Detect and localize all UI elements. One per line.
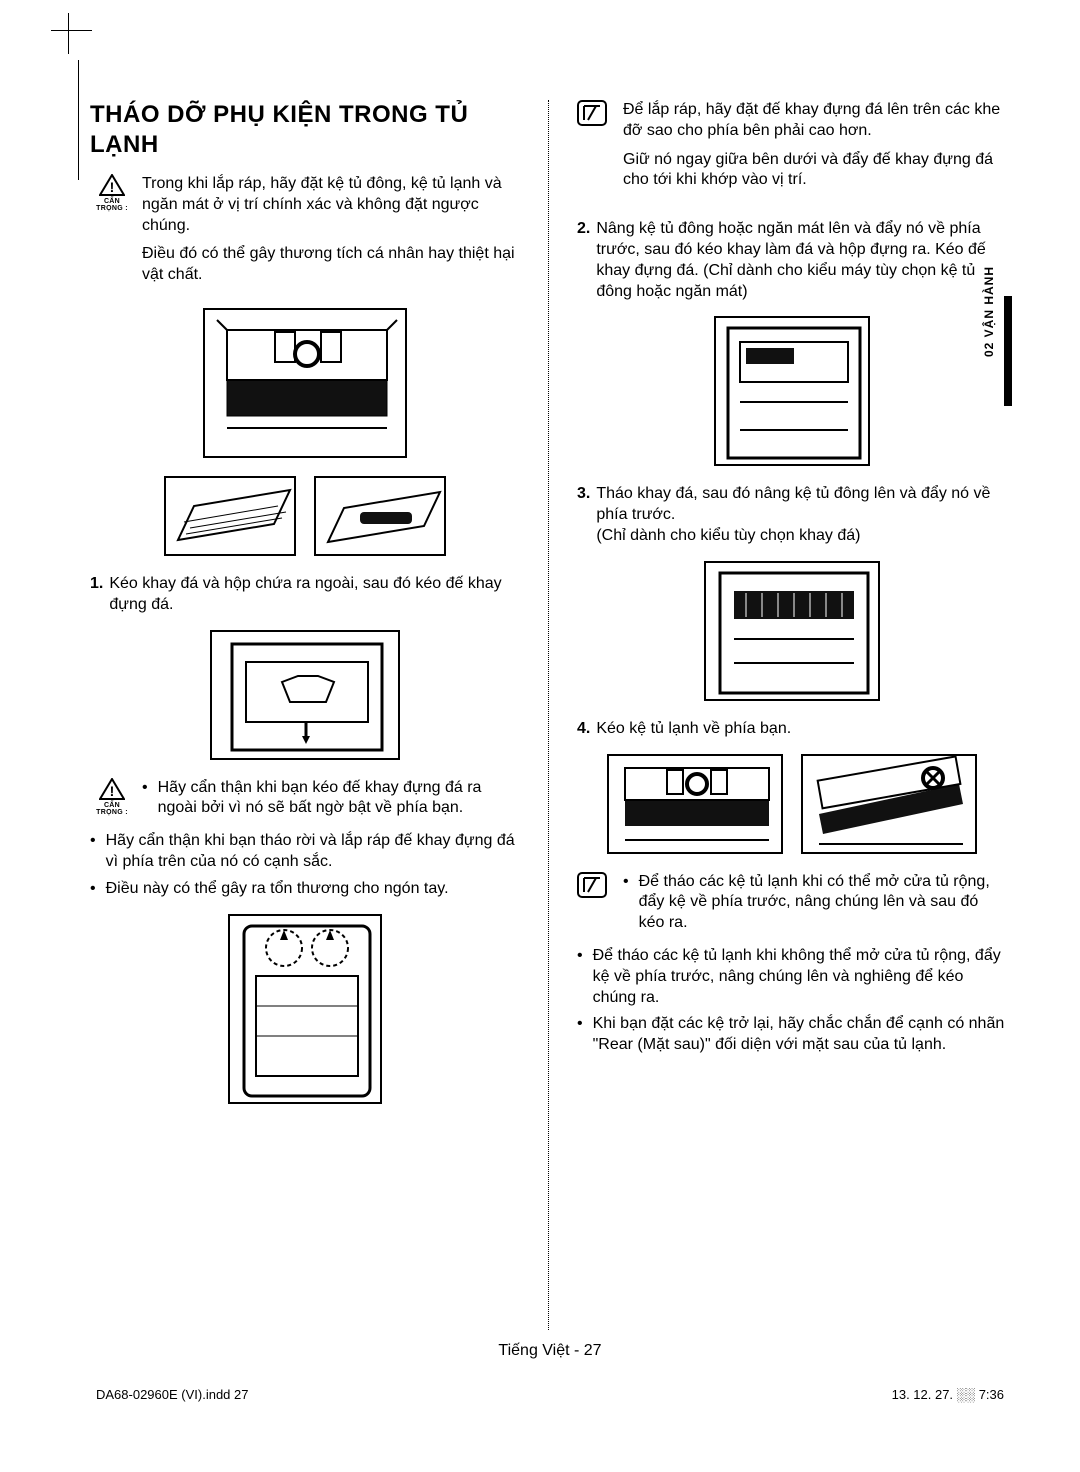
right-figure-3 — [577, 754, 1007, 854]
caution-1: ! CẨN TRỌNG : Trong khi lắp ráp, hãy đặt… — [90, 174, 520, 294]
note-icon — [577, 872, 607, 898]
figure-placeholder — [801, 754, 977, 854]
caution-label: CẨN TRỌNG : — [90, 198, 134, 212]
binding-mark — [78, 60, 79, 180]
left-figure-2 — [90, 476, 520, 556]
note-2: Để tháo các kệ tủ lạnh khi có thể mở cửa… — [577, 872, 1007, 940]
footer-timestamp: 13. 12. 27. ░░ 7:36 — [892, 1387, 1004, 1402]
bullet-text: Để tháo các kệ tủ lạnh khi có thể mở cửa… — [639, 872, 1007, 934]
note-1-text: Để lắp ráp, hãy đặt đế khay đựng đá lên … — [623, 100, 1007, 199]
caution-icon: ! CẨN TRỌNG : — [90, 174, 134, 294]
left-column: THÁO DỠ PHỤ KIỆN TRONG TỦ LẠNH ! CẨN TRỌ… — [90, 100, 520, 1330]
footer-file-info: DA68-02960E (VI).indd 27 — [96, 1387, 248, 1402]
two-columns: THÁO DỠ PHỤ KIỆN TRONG TỦ LẠNH ! CẨN TRỌ… — [90, 100, 1010, 1330]
figure-placeholder — [210, 630, 400, 760]
step-number: 2. — [577, 219, 590, 302]
step-number: 3. — [577, 484, 590, 546]
right-step-3: 3. Tháo khay đá, sau đó nâng kệ tủ đông … — [577, 484, 1007, 546]
step-text: Kéo khay đá và hộp chứa ra ngoài, sau đó… — [109, 574, 520, 616]
caution-label: CẨN TRỌNG : — [90, 802, 134, 816]
note-1: Để lắp ráp, hãy đặt đế khay đựng đá lên … — [577, 100, 1007, 199]
bullet-text: Hãy cẩn thận khi bạn tháo rời và lắp ráp… — [106, 831, 520, 873]
right-figure-2 — [577, 561, 1007, 701]
right-step-2: 2. Nâng kệ tủ đông hoặc ngăn mát lên và … — [577, 219, 1007, 302]
crop-mark-tl — [68, 30, 92, 54]
note-icon — [577, 100, 607, 126]
figure-placeholder — [164, 476, 296, 556]
svg-text:!: ! — [110, 783, 115, 799]
step-text-wrap: Tháo khay đá, sau đó nâng kệ tủ đông lên… — [596, 484, 1007, 546]
figure-placeholder — [314, 476, 446, 556]
bullet-text: Khi bạn đặt các kệ trở lại, hãy chắc chắ… — [593, 1014, 1007, 1056]
step-number: 4. — [577, 719, 590, 740]
caution-2: ! CẨN TRỌNG : Hãy cẩn thận khi bạn kéo đ… — [90, 778, 520, 826]
note-1a: Để lắp ráp, hãy đặt đế khay đựng đá lên … — [623, 100, 1007, 142]
right-figure-1 — [577, 316, 1007, 466]
bullet-text: Để tháo các kệ tủ lạnh khi không thể mở … — [593, 946, 1007, 1008]
caution-1b: Điều đó có thể gây thương tích cá nhân h… — [142, 244, 520, 286]
note-2-list-cont: Để tháo các kệ tủ lạnh khi không thể mở … — [577, 946, 1007, 1056]
step-note: (Chỉ dành cho kiểu tùy chọn khay đá) — [596, 526, 1007, 547]
bullet-text: Hãy cẩn thận khi bạn kéo đế khay đựng đá… — [158, 778, 520, 820]
figure-placeholder — [714, 316, 870, 466]
caution-1a: Trong khi lắp ráp, hãy đặt kệ tủ đông, k… — [142, 174, 520, 236]
step-text: Nâng kệ tủ đông hoặc ngăn mát lên và đẩy… — [596, 219, 1007, 302]
caution-1-text: Trong khi lắp ráp, hãy đặt kệ tủ đông, k… — [142, 174, 520, 294]
caution-2-list: Hãy cẩn thận khi bạn kéo đế khay đựng đá… — [142, 778, 520, 826]
left-step-1: 1. Kéo khay đá và hộp chứa ra ngoài, sau… — [90, 574, 520, 616]
figure-placeholder — [228, 914, 382, 1104]
caution-2-list-cont: Hãy cẩn thận khi bạn tháo rời và lắp ráp… — [90, 831, 520, 899]
svg-text:!: ! — [110, 179, 115, 195]
figure-placeholder — [203, 308, 407, 458]
left-figure-4 — [90, 914, 520, 1104]
right-step-4: 4. Kéo kệ tủ lạnh về phía bạn. — [577, 719, 1007, 740]
page: 02 VẬN HÀNH THÁO DỠ PHỤ KIỆN TRONG TỦ LẠ… — [90, 40, 1010, 1420]
step-number: 1. — [90, 574, 103, 616]
right-column: Để lắp ráp, hãy đặt đế khay đựng đá lên … — [577, 100, 1007, 1330]
figure-placeholder — [704, 561, 880, 701]
page-title: THÁO DỠ PHỤ KIỆN TRONG TỦ LẠNH — [90, 100, 520, 160]
bullet-text: Điều này có thể gây ra tổn thương cho ng… — [106, 879, 449, 900]
step-text: Kéo kệ tủ lạnh về phía bạn. — [596, 719, 791, 740]
footer-page-label: Tiếng Việt - 27 — [90, 1342, 1010, 1360]
left-figure-1 — [90, 308, 520, 458]
figure-placeholder — [607, 754, 783, 854]
note-2-list: Để tháo các kệ tủ lạnh khi có thể mở cửa… — [623, 872, 1007, 940]
caution-icon: ! CẨN TRỌNG : — [90, 778, 134, 826]
step-text: Tháo khay đá, sau đó nâng kệ tủ đông lên… — [596, 484, 1007, 526]
note-1b: Giữ nó ngay giữa bên dưới và đẩy đế khay… — [623, 150, 1007, 192]
left-figure-3 — [90, 630, 520, 760]
column-divider — [548, 100, 549, 1330]
